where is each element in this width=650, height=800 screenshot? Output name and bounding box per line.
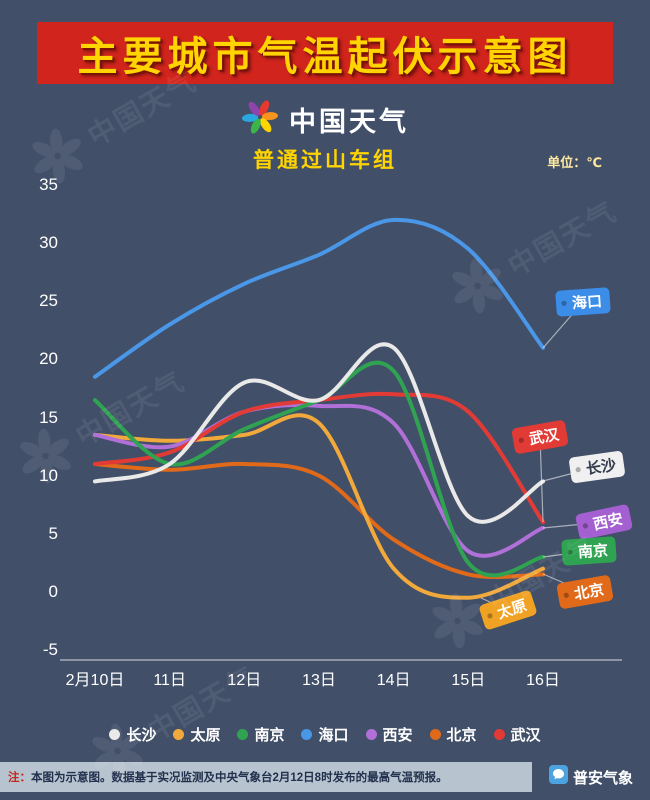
city-tag-海口: 海口	[555, 287, 611, 317]
tag-label: 海口	[571, 292, 602, 312]
brand-name: 中国天气	[289, 107, 409, 137]
tag-background	[511, 420, 569, 454]
y-tick-label: -5	[42, 640, 58, 659]
tag-hole	[575, 467, 581, 473]
chart-legend: 长沙 太原 南京 海口 西安 北京 武汉	[0, 724, 650, 745]
city-tag-长沙: 长沙	[569, 451, 625, 483]
tag-background	[569, 451, 625, 483]
tag-string	[539, 436, 544, 523]
legend-item-西安: 西安	[365, 724, 413, 745]
city-tag-北京: 北京	[556, 575, 614, 609]
temp-line-北京	[93, 461, 545, 580]
tag-background	[479, 590, 537, 630]
temp-line-武汉	[93, 391, 545, 525]
tag-label: 南京	[577, 541, 608, 561]
legend-label: 西安	[382, 727, 413, 744]
publisher-block: 普安气象	[532, 762, 650, 792]
page-title: 主要城市气温起伏示意图	[77, 35, 573, 79]
legend-item-太原: 太原	[173, 724, 220, 745]
x-tick-label: 16日	[526, 672, 560, 689]
y-tick-label: 5	[48, 523, 58, 543]
legend-item-北京: 北京	[429, 724, 477, 745]
chart-area: 海口武汉长沙西安南京北京 太原	[0, 170, 650, 700]
temp-line-长沙	[93, 342, 545, 524]
china-weather-logo-icon	[241, 98, 279, 141]
city-tag-南京: 南京	[561, 536, 617, 566]
tag-hole	[561, 300, 567, 306]
y-tick-label: 35	[39, 175, 58, 194]
legend-label: 武汉	[510, 727, 541, 744]
legend-label: 太原	[190, 727, 221, 744]
legend-label: 海口	[318, 727, 349, 744]
tag-label: 西安	[591, 510, 624, 534]
x-tick-label: 13日	[302, 672, 336, 689]
x-tick-label: 12日	[227, 672, 262, 689]
tag-hole	[518, 437, 524, 443]
y-tick-label: 20	[39, 349, 58, 369]
brand-row: 中国天气	[0, 98, 650, 141]
note-prefix: 注：	[8, 772, 31, 784]
legend-dot	[173, 729, 185, 740]
tag-background	[561, 536, 617, 566]
legend-dot	[493, 729, 505, 740]
legend-dot	[429, 729, 441, 740]
legend-dot	[301, 729, 313, 740]
legend-label: 北京	[446, 727, 477, 744]
x-tick-label: 14日	[376, 672, 411, 689]
note-bar: 注： 本图为示意图。数据基于实况监测及中央气象台2月12日8时发布的最高气温预报…	[0, 762, 532, 792]
city-tag-西安: 西安	[575, 504, 633, 540]
y-tick-label: 15	[39, 407, 58, 427]
footer-bar: 注： 本图为示意图。数据基于实况监测及中央气象台2月12日8时发布的最高气温预报…	[0, 762, 650, 792]
legend-item-南京: 南京	[237, 724, 284, 745]
title-bar: 主要城市气温起伏示意图	[37, 22, 613, 84]
note-text: 本图为示意图。数据基于实况监测及中央气象台2月12日8时发布的最高气温预报。	[31, 772, 448, 784]
tag-hole	[487, 613, 493, 619]
city-tag-武汉: 武汉	[511, 420, 569, 454]
tag-background	[556, 575, 614, 609]
legend-label: 南京	[254, 727, 285, 744]
temp-line-太原	[93, 413, 545, 600]
publisher-name: 普安气象	[572, 769, 633, 787]
tag-hole	[582, 523, 589, 529]
chart-subtitle: 普通过山车组	[253, 149, 397, 172]
x-tick-label: 2月10日	[65, 672, 125, 689]
legend-item-长沙: 长沙	[109, 724, 156, 745]
unit-label: 单位：℃	[547, 155, 602, 170]
y-tick-label: 30	[39, 233, 58, 253]
x-tick-label: 15日	[451, 672, 486, 689]
tag-background	[555, 287, 611, 317]
legend-dot	[365, 729, 377, 740]
city-tag-太原: 太原	[479, 590, 537, 630]
tag-label: 武汉	[528, 425, 562, 448]
legend-label: 长沙	[126, 727, 157, 744]
tag-hole	[563, 592, 569, 598]
temp-line-海口	[93, 217, 545, 379]
legend-dot	[109, 729, 121, 740]
tag-background	[575, 504, 633, 540]
tag-label: 北京	[573, 580, 606, 603]
y-tick-label: 0	[48, 581, 58, 601]
tag-label: 长沙	[585, 456, 617, 478]
legend-item-海口: 海口	[301, 724, 349, 745]
tag-hole	[567, 549, 573, 555]
y-tick-label: 10	[39, 465, 58, 485]
legend-dot	[237, 729, 249, 740]
legend-item-武汉: 武汉	[493, 724, 541, 745]
temp-line-西安	[93, 403, 545, 558]
y-tick-label: 25	[39, 291, 58, 311]
wechat-icon	[548, 765, 568, 789]
x-tick-label: 11日	[153, 672, 186, 689]
